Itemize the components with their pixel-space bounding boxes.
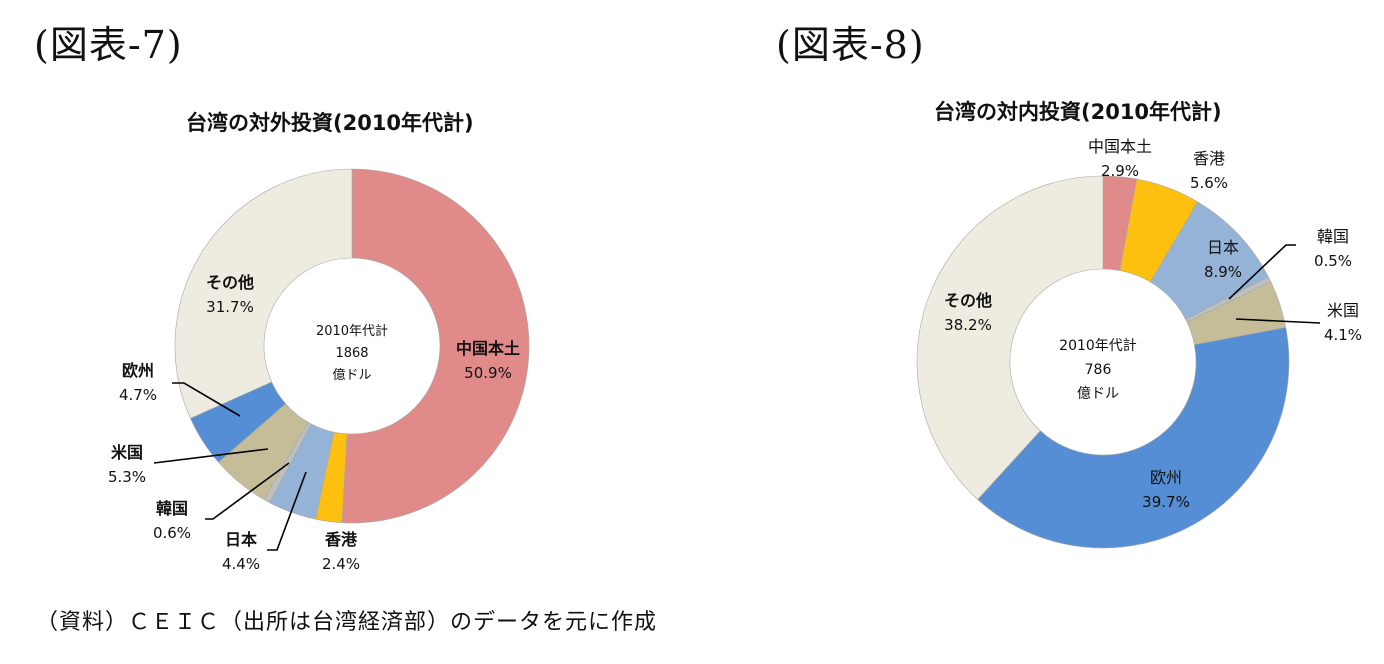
slice-name: 欧州 xyxy=(1149,468,1182,487)
slice-label-usa: 米国 4.1% xyxy=(1310,298,1376,348)
slice-value: 4.1% xyxy=(1323,326,1363,344)
slice-value: 2.4% xyxy=(321,555,361,573)
slice-value: 5.6% xyxy=(1189,174,1229,192)
leader-line-usa-1 xyxy=(153,448,269,464)
center-unit: 億ドル xyxy=(332,368,372,383)
donut-center-outbound: 2010年代計 1868 億ドル xyxy=(302,321,402,387)
donut-slice xyxy=(977,327,1290,549)
slice-name: その他 xyxy=(943,291,992,310)
slice-label-hongkong: 香港 2.4% xyxy=(308,527,374,577)
figure-label-8: (図表-8) xyxy=(776,23,925,67)
slice-label-europe: 欧州 4.7% xyxy=(105,358,171,408)
slice-name: 欧州 xyxy=(121,361,154,380)
slice-name: 米国 xyxy=(1326,301,1359,320)
center-total: 1868 xyxy=(335,346,369,361)
slice-label-japan: 日本 8.9% xyxy=(1190,235,1256,285)
slice-label-korea: 韓国 0.6% xyxy=(139,496,205,546)
center-unit: 億ドル xyxy=(1077,386,1119,402)
leader-line-korea-1 xyxy=(205,462,290,520)
center-period: 2010年代計 xyxy=(315,324,389,339)
slice-name: 香港 xyxy=(1192,149,1225,168)
center-period: 2010年代計 xyxy=(1059,338,1137,354)
leader-line-japan-1 xyxy=(267,471,307,551)
slice-value: 8.9% xyxy=(1203,263,1243,281)
slice-name: 韓国 xyxy=(155,499,188,518)
donut-slice xyxy=(174,168,353,419)
donut-inbound xyxy=(916,175,1290,549)
slice-value: 5.3% xyxy=(107,468,147,486)
figure-label-7: (図表-7) xyxy=(34,23,183,67)
donut-slice xyxy=(916,175,1104,500)
slice-name: 香港 xyxy=(324,530,357,549)
slice-value: 38.2% xyxy=(944,316,992,334)
donut-slice xyxy=(341,168,530,524)
slice-name: 韓国 xyxy=(1316,227,1349,246)
slice-name: 米国 xyxy=(110,443,143,462)
chart-title-inbound: 台湾の対内投資(2010年代計) xyxy=(934,100,1222,124)
donut-outbound xyxy=(174,168,530,524)
center-total: 786 xyxy=(1084,362,1112,378)
slice-name: 日本 xyxy=(1206,238,1239,257)
slice-label-china: 中国本土 2.9% xyxy=(1072,134,1168,184)
chart-title-outbound: 台湾の対外投資(2010年代計) xyxy=(186,111,474,135)
slice-value: 4.7% xyxy=(118,386,158,404)
slice-name: 中国本土 xyxy=(455,339,520,358)
leader-line-usa-2 xyxy=(1235,318,1321,324)
slice-label-other: その他 38.2% xyxy=(928,288,1008,338)
slice-label-hongkong: 香港 5.6% xyxy=(1176,146,1242,196)
source-note: （資料）ＣＥＩＣ（出所は台湾経済部）のデータを元に作成 xyxy=(36,610,658,635)
slice-value: 50.9% xyxy=(464,364,512,382)
slice-label-china: 中国本土 50.9% xyxy=(440,336,536,386)
slice-label-korea: 韓国 0.5% xyxy=(1300,224,1366,274)
leader-lines xyxy=(153,244,1321,551)
slice-label-other: その他 31.7% xyxy=(190,270,270,320)
slice-value: 4.4% xyxy=(221,555,261,573)
leader-line-europe-1 xyxy=(172,382,241,417)
leader-line-korea-2 xyxy=(1228,244,1296,300)
slice-label-japan: 日本 4.4% xyxy=(208,527,274,577)
slice-value: 31.7% xyxy=(206,298,254,316)
slice-name: 中国本土 xyxy=(1087,137,1152,156)
slice-value: 2.9% xyxy=(1100,162,1140,180)
slice-value: 0.6% xyxy=(152,524,192,542)
slice-name: 日本 xyxy=(224,530,257,549)
donut-center-inbound: 2010年代計 786 億ドル xyxy=(1043,334,1153,406)
slice-label-usa: 米国 5.3% xyxy=(94,440,160,490)
slice-label-europe: 欧州 39.7% xyxy=(1128,465,1204,515)
slice-value: 39.7% xyxy=(1142,493,1190,511)
slice-value: 0.5% xyxy=(1313,252,1353,270)
slice-name: その他 xyxy=(205,273,254,292)
